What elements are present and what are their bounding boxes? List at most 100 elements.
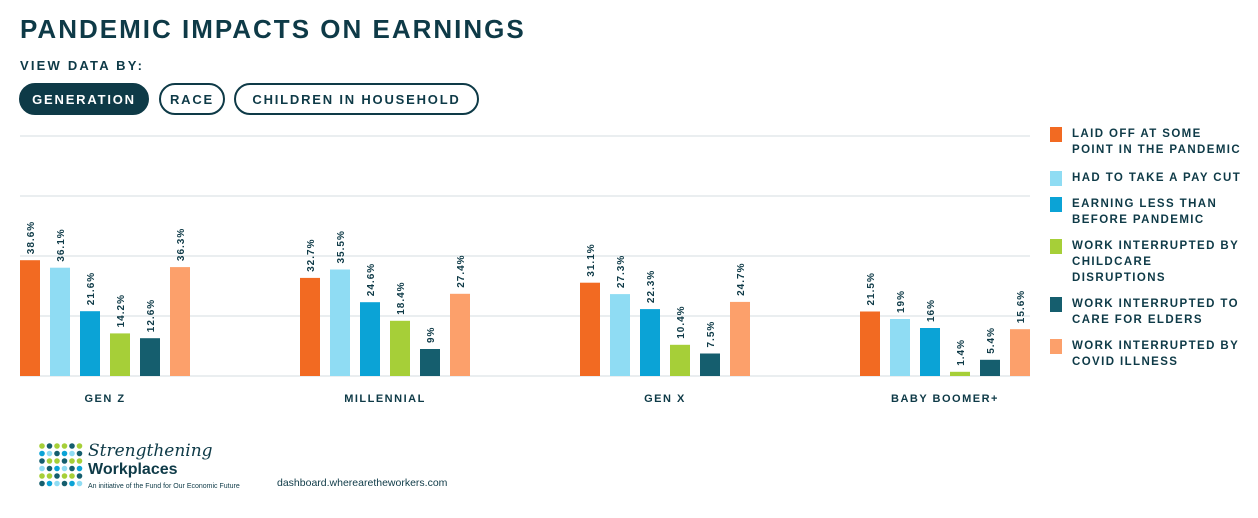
bar	[360, 302, 380, 376]
data-label: 35.5%	[336, 230, 347, 263]
bar	[170, 267, 190, 376]
logo-text-strengthening: Strengthening	[88, 441, 213, 461]
filter-children-button[interactable]: CHILDREN IN HOUSEHOLD	[234, 83, 479, 115]
data-label: 15.6%	[1016, 290, 1027, 323]
dashboard-url-link[interactable]: dashboard.wherearetheworkers.com	[277, 477, 448, 489]
legend-label: WORK INTERRUPTED BY CHILDCARE DISRUPTION…	[1072, 240, 1239, 284]
category-label: BABY BOOMER+	[891, 393, 999, 405]
bar	[700, 353, 720, 376]
data-label: 9%	[426, 327, 437, 343]
data-label: 1.4%	[956, 339, 967, 366]
data-label: 21.6%	[86, 272, 97, 305]
bar	[300, 277, 320, 376]
logo-dot	[76, 450, 83, 457]
data-label: 31.1%	[586, 243, 597, 276]
legend-item: WORK INTERRUPTED TO CARE FOR ELDERS	[1050, 296, 1247, 328]
bar	[980, 359, 1000, 376]
logo-dot	[39, 473, 45, 479]
bar	[20, 260, 40, 376]
category-label: GEN Z	[84, 393, 125, 405]
data-label: 22.3%	[646, 270, 657, 303]
logo-dot	[54, 458, 60, 464]
view-by-label: VIEW DATA BY:	[20, 58, 145, 73]
data-label: 27.3%	[616, 255, 627, 288]
legend-item: HAD TO TAKE A PAY CUT	[1050, 170, 1247, 186]
logo-dot	[61, 458, 68, 464]
legend-swatch	[1050, 127, 1062, 142]
legend-swatch	[1050, 171, 1062, 186]
logo-dot	[46, 480, 53, 487]
legend-swatch	[1050, 239, 1062, 254]
legend-label: LAID OFF AT SOME POINT IN THE PANDEMIC	[1072, 128, 1242, 156]
data-label: 12.6%	[146, 299, 157, 332]
logo-dot	[39, 458, 45, 464]
logo-dot	[69, 473, 75, 479]
logo-dot	[61, 465, 68, 472]
bar	[330, 269, 350, 376]
bar	[920, 328, 940, 376]
logo-dot	[76, 465, 83, 472]
logo-dot	[39, 465, 45, 472]
data-label: 18.4%	[396, 281, 407, 314]
bar	[640, 309, 660, 376]
data-label: 5.4%	[986, 327, 997, 354]
category-label: MILLENNIAL	[344, 393, 426, 405]
data-label: 38.6%	[26, 221, 37, 254]
data-label: 16%	[926, 299, 937, 322]
logo-dot	[61, 480, 68, 487]
logo-dot	[76, 480, 83, 487]
logo-dot	[76, 473, 83, 479]
legend-item: WORK INTERRUPTED BY COVID ILLNESS	[1050, 338, 1247, 370]
bar	[610, 294, 630, 376]
logo-dot	[39, 450, 45, 457]
bar	[1010, 329, 1030, 376]
logo-dot	[69, 480, 75, 487]
legend-label: HAD TO TAKE A PAY CUT	[1072, 172, 1242, 184]
bar	[110, 333, 130, 376]
logo-dot	[69, 458, 75, 464]
data-label: 10.4%	[676, 305, 687, 338]
legend-swatch	[1050, 339, 1062, 354]
bar	[80, 311, 100, 376]
bar	[140, 338, 160, 376]
logo-dot	[69, 443, 75, 449]
logo-dot	[61, 443, 68, 449]
bar	[580, 282, 600, 376]
filter-generation-button[interactable]: GENERATION	[19, 83, 149, 115]
logo-dot	[54, 443, 60, 449]
data-label: 32.7%	[306, 239, 317, 272]
logo-dot	[61, 450, 68, 457]
logo-dot	[54, 450, 60, 457]
legend-label: WORK INTERRUPTED BY COVID ILLNESS	[1072, 340, 1239, 368]
data-label: 36.1%	[56, 228, 67, 261]
logo-dot	[54, 465, 60, 472]
logo-dot	[46, 443, 53, 449]
data-label: 21.5%	[866, 272, 877, 305]
logo-dot	[46, 450, 53, 457]
logo-dot	[76, 458, 83, 464]
data-label: 24.7%	[736, 263, 747, 296]
logo-text-workplaces: Workplaces	[88, 461, 178, 478]
strengthening-workplaces-logo-icon	[39, 443, 83, 487]
bar	[50, 267, 70, 376]
legend-item: WORK INTERRUPTED BY CHILDCARE DISRUPTION…	[1050, 238, 1247, 286]
logo-dot	[46, 465, 53, 472]
filter-race-button[interactable]: RACE	[159, 83, 225, 115]
logo-dot	[61, 473, 68, 479]
logo-dot	[39, 443, 45, 449]
logo-dot	[39, 480, 45, 487]
bar	[860, 311, 880, 376]
data-label: 14.2%	[116, 294, 127, 327]
data-label: 7.5%	[706, 321, 717, 348]
bar	[390, 320, 410, 376]
logo-dot	[69, 450, 75, 457]
legend-swatch	[1050, 197, 1062, 212]
legend-label: WORK INTERRUPTED TO CARE FOR ELDERS	[1072, 298, 1239, 326]
logo-dot	[46, 458, 53, 464]
bar-chart: 38.6% 36.1% 21.6% 14.2% 12.6% 36.3% GEN Z 32.7%…	[20, 135, 1030, 405]
bar	[450, 293, 470, 376]
data-label: 27.4%	[456, 254, 467, 287]
logo-dot	[54, 480, 60, 487]
bar	[890, 319, 910, 376]
logo-dot	[76, 443, 83, 449]
